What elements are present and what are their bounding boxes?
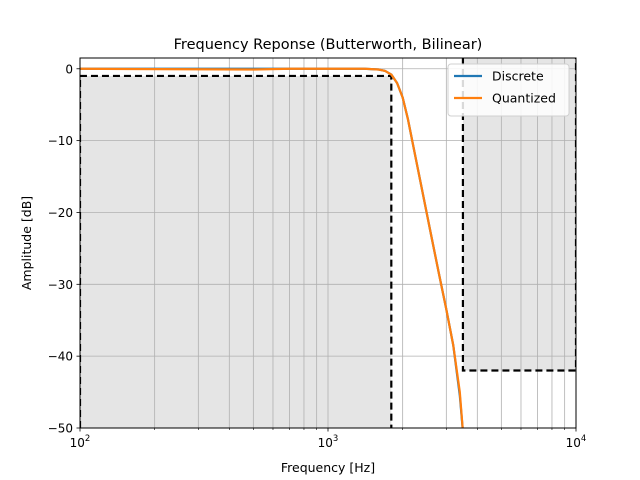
passband-edge (80, 74, 393, 428)
x-tick-label: 103 (318, 434, 339, 450)
series-line-quantized (80, 67, 464, 428)
y-axis-ticks: 0 −10 −20 −30 −40 −50 (48, 62, 80, 436)
y-tick-label: −20 (48, 206, 73, 220)
series-lines (80, 67, 464, 428)
x-tick-label: 104 (566, 434, 587, 450)
chart-title: Frequency Reponse (Butterworth, Bilinear… (174, 37, 483, 53)
y-tick-label: −40 (48, 350, 73, 364)
passband-region (80, 75, 392, 428)
legend-label-quantized: Quantized (492, 91, 556, 106)
legend-label-discrete: Discrete (492, 69, 544, 84)
y-tick-label: −30 (48, 278, 73, 292)
y-tick-label: 0 (65, 62, 73, 76)
stopband-edge (461, 58, 576, 372)
legend: Discrete Quantized (447, 63, 570, 117)
y-axis-label: Amplitude [dB] (19, 196, 34, 290)
x-axis-label: Frequency [Hz] (281, 460, 375, 475)
y-tick-label: −10 (48, 134, 73, 148)
spec-region-edges (80, 58, 576, 428)
y-tick-label: −50 (48, 422, 73, 436)
x-tick-label: 102 (70, 434, 91, 450)
x-axis-ticks: 102 103 104 (70, 428, 587, 450)
